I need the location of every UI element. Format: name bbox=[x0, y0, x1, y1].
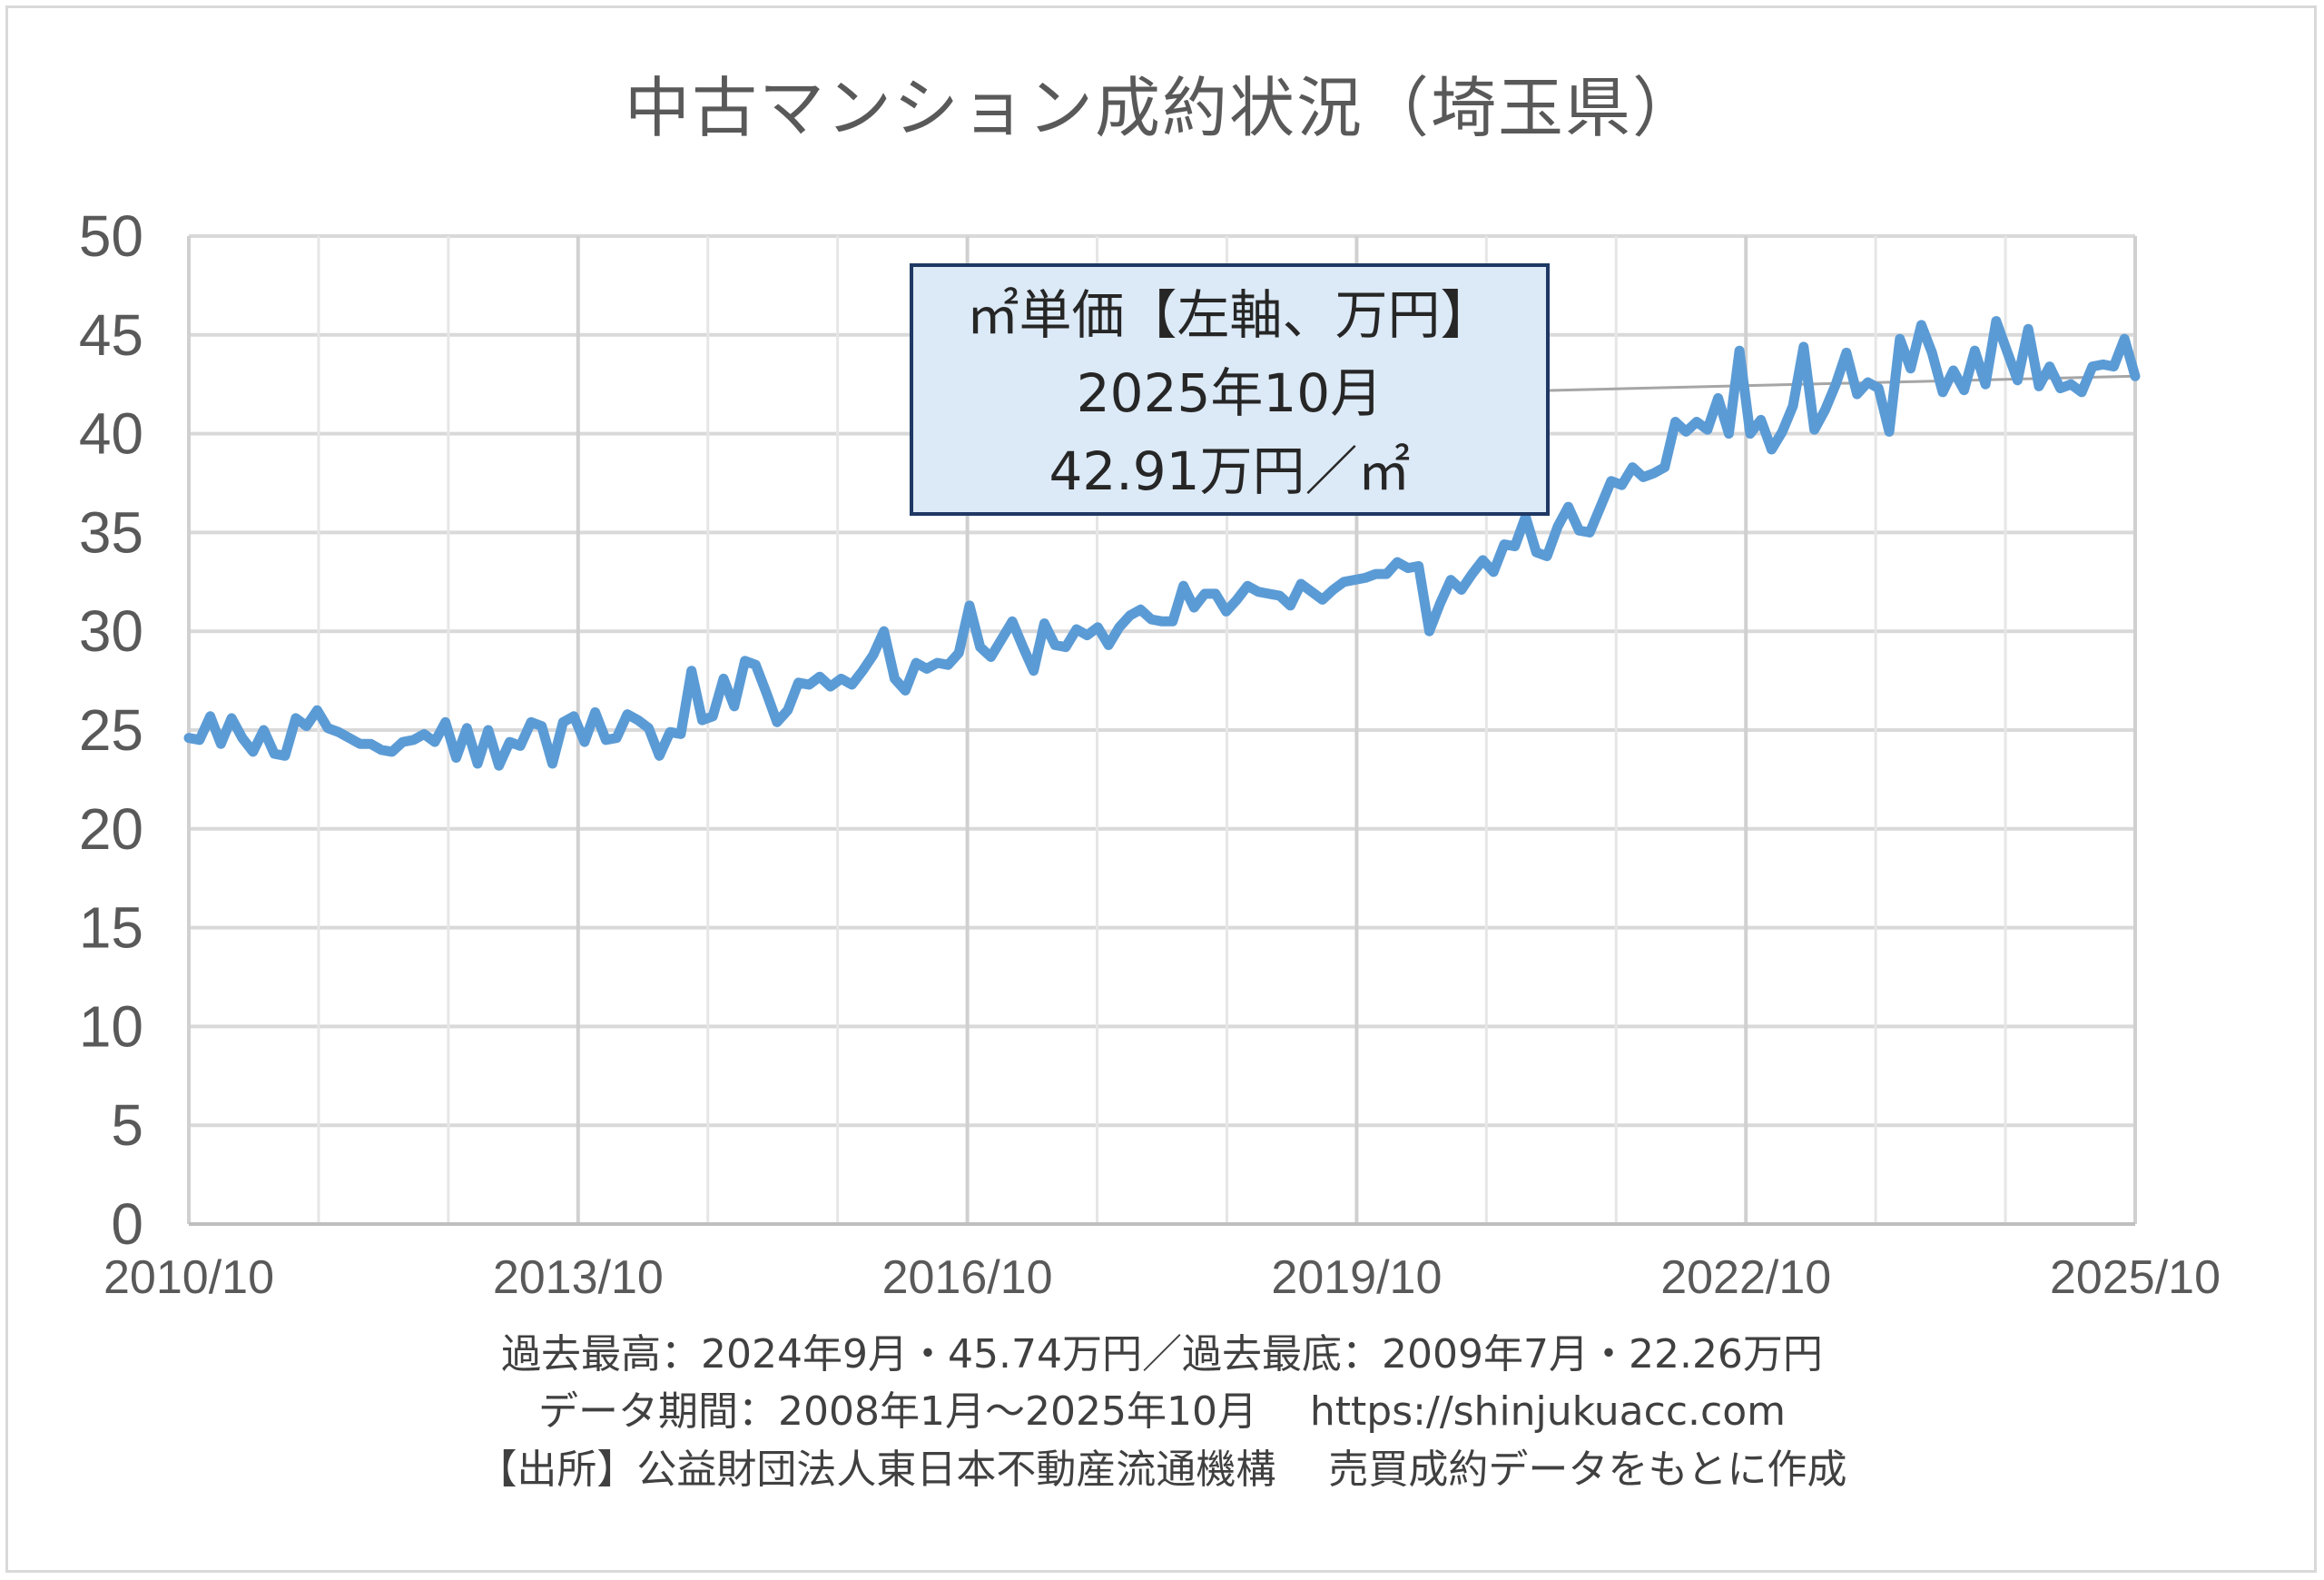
y-tick-label: 20 bbox=[79, 796, 143, 862]
x-tick-label: 2025/10 bbox=[2050, 1251, 2221, 1304]
callout-date: 2025年10月 bbox=[1076, 362, 1384, 424]
x-axis-ticks: 2010/10 2013/10 2016/10 2019/10 2022/10 2025/… bbox=[103, 1251, 2221, 1304]
y-tick-label: 25 bbox=[79, 697, 143, 763]
x-tick-label: 2016/10 bbox=[882, 1251, 1053, 1304]
x-tick-label: 2010/10 bbox=[103, 1251, 274, 1304]
y-tick-label: 45 bbox=[79, 302, 143, 368]
footnote-data-period: データ期間：2008年1月～2025年10月 https://shinjukua… bbox=[538, 1388, 1786, 1435]
y-tick-label: 50 bbox=[79, 203, 143, 269]
y-axis-ticks: 0 5 10 15 20 25 30 35 40 45 50 bbox=[79, 203, 143, 1257]
y-tick-label: 35 bbox=[79, 499, 143, 565]
y-tick-label: 30 bbox=[79, 598, 143, 664]
chart-title: 中古マンション成約状況（埼玉県） bbox=[624, 70, 1699, 146]
footnote-record-high-low: 過去最高：2024年9月・45.74万円／過去最底：2009年7月・22.26万… bbox=[501, 1331, 1823, 1378]
y-tick-label: 40 bbox=[79, 401, 143, 467]
x-tick-label: 2013/10 bbox=[493, 1251, 664, 1304]
callout-value: 42.91万円／㎡ bbox=[1049, 440, 1411, 502]
footnote-source: 【出所】公益財団法人東日本不動産流通機構 売買成約データをもとに作成 bbox=[477, 1447, 1847, 1493]
callout-box: ㎡単価【左軸、万円】 2025年10月 42.91万円／㎡ bbox=[910, 263, 1550, 516]
y-tick-label: 0 bbox=[111, 1191, 143, 1257]
y-tick-label: 10 bbox=[79, 993, 143, 1059]
x-tick-label: 2019/10 bbox=[1271, 1251, 1442, 1304]
callout-series-label: ㎡単価【左軸、万円】 bbox=[966, 284, 1493, 346]
series-line-price-per-sqm bbox=[183, 316, 2141, 771]
y-tick-label: 15 bbox=[79, 895, 143, 961]
x-tick-label: 2022/10 bbox=[1660, 1251, 1831, 1304]
y-tick-label: 5 bbox=[111, 1092, 143, 1158]
